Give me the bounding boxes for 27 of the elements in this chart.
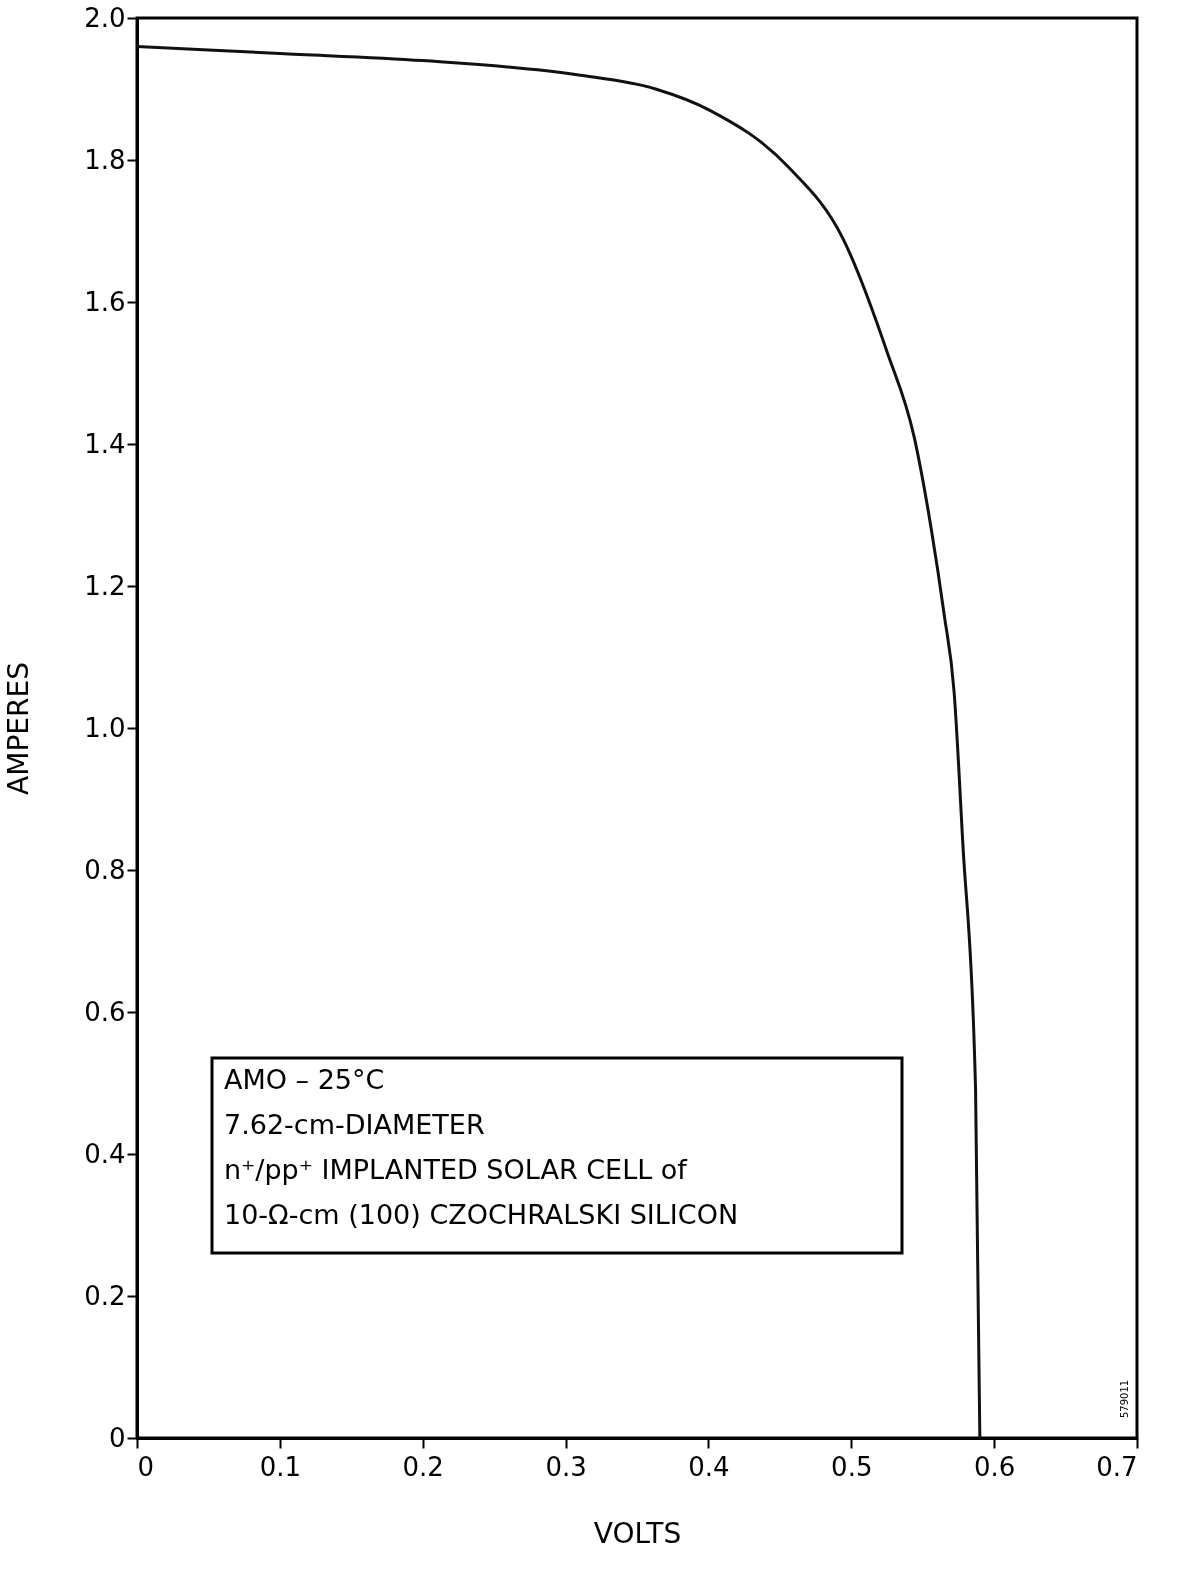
y-tick-label: 0.8 bbox=[84, 854, 126, 885]
x-tick-label: 0.3 bbox=[545, 1451, 587, 1482]
x-tick-label: 0.4 bbox=[688, 1451, 730, 1482]
y-tick-label: 0 bbox=[108, 1422, 126, 1453]
annotation: 7.62-cm-DIAMETER bbox=[224, 1109, 485, 1140]
annotation: n⁺/pp⁺ IMPLANTED SOLAR CELL of bbox=[224, 1154, 689, 1185]
y-tick-label: 1.2 bbox=[84, 570, 126, 601]
y-tick-label: 1.0 bbox=[84, 712, 126, 743]
y-tick-label: 2.0 bbox=[84, 2, 126, 33]
x-tick-label: 0.7 bbox=[1096, 1451, 1138, 1482]
y-tick-label: 1.8 bbox=[84, 144, 126, 175]
x-tick-label: 0.2 bbox=[402, 1451, 444, 1482]
x-tick-label: 0.1 bbox=[259, 1451, 302, 1482]
line-series bbox=[135, 44, 982, 1440]
y-tick-label: 0.4 bbox=[84, 1138, 126, 1169]
x-axis-title: VOLTS bbox=[593, 1516, 682, 1550]
y-tick-label: 0.2 bbox=[84, 1280, 126, 1311]
annotation: AMO – 25°C bbox=[224, 1064, 385, 1095]
x-tick-label: 0 bbox=[137, 1451, 155, 1482]
y-axis-title: AMPERES bbox=[2, 662, 36, 795]
x-tick-label: 0.5 bbox=[831, 1451, 873, 1482]
y-tick-label: 1.4 bbox=[84, 428, 126, 459]
y-tick-label: 0.6 bbox=[84, 996, 126, 1027]
annotation: 579011 bbox=[1119, 1379, 1130, 1418]
x-tick-label: 0.6 bbox=[973, 1451, 1016, 1482]
y-tick-label: 1.6 bbox=[84, 286, 126, 317]
annotation: 10-Ω-cm (100) CZOCHRALSKI SILICON bbox=[224, 1199, 739, 1230]
